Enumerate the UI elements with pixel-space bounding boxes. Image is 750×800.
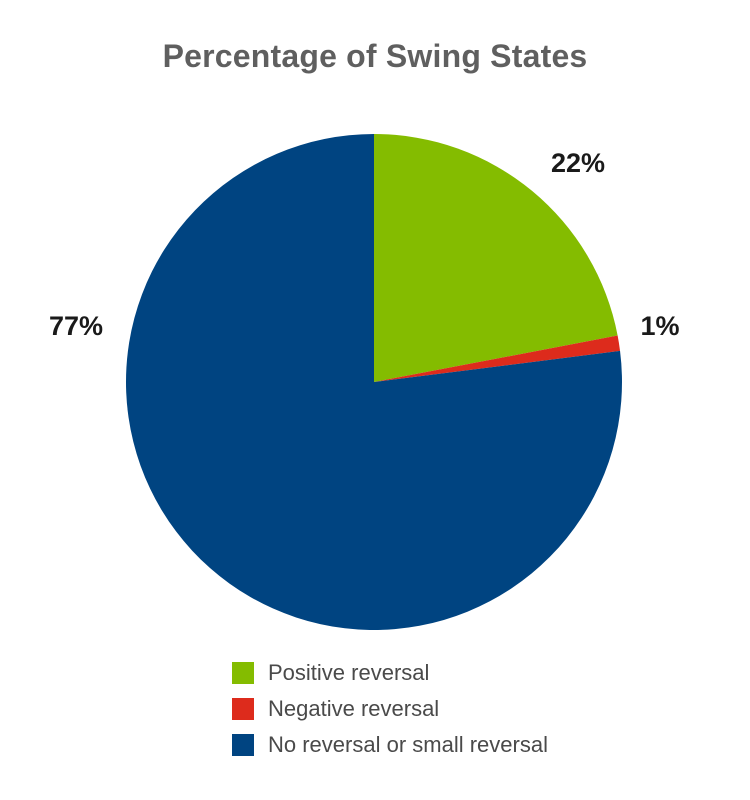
data-label-no-reversal-or-small-reversal: 77% bbox=[49, 311, 103, 341]
data-label-negative-reversal: 1% bbox=[640, 311, 679, 341]
legend-label-no-reversal: No reversal or small reversal bbox=[268, 732, 548, 757]
legend-swatch-positive-reversal bbox=[232, 662, 254, 684]
pie-slices bbox=[125, 133, 622, 630]
legend-swatch-no-reversal bbox=[232, 734, 254, 756]
legend-item-negative-reversal[interactable]: Negative reversal bbox=[232, 691, 548, 727]
legend-item-positive-reversal[interactable]: Positive reversal bbox=[232, 655, 548, 691]
legend: Positive reversal Negative reversal No r… bbox=[232, 655, 548, 763]
pie-slice-negative-reversal[interactable] bbox=[374, 335, 621, 382]
pie-slice-no-reversal-or-small-reversal[interactable] bbox=[125, 133, 622, 630]
legend-label-positive-reversal: Positive reversal bbox=[268, 660, 430, 685]
data-label-positive-reversal: 22% bbox=[551, 148, 605, 178]
chart-title: Percentage of Swing States bbox=[162, 38, 588, 74]
legend-swatch-negative-reversal bbox=[232, 698, 254, 720]
pie-data-labels: 22% 1% 77% bbox=[49, 148, 680, 341]
legend-label-negative-reversal: Negative reversal bbox=[268, 696, 440, 721]
legend-item-no-reversal[interactable]: No reversal or small reversal bbox=[232, 727, 548, 763]
pie-slice-positive-reversal[interactable] bbox=[374, 133, 618, 382]
